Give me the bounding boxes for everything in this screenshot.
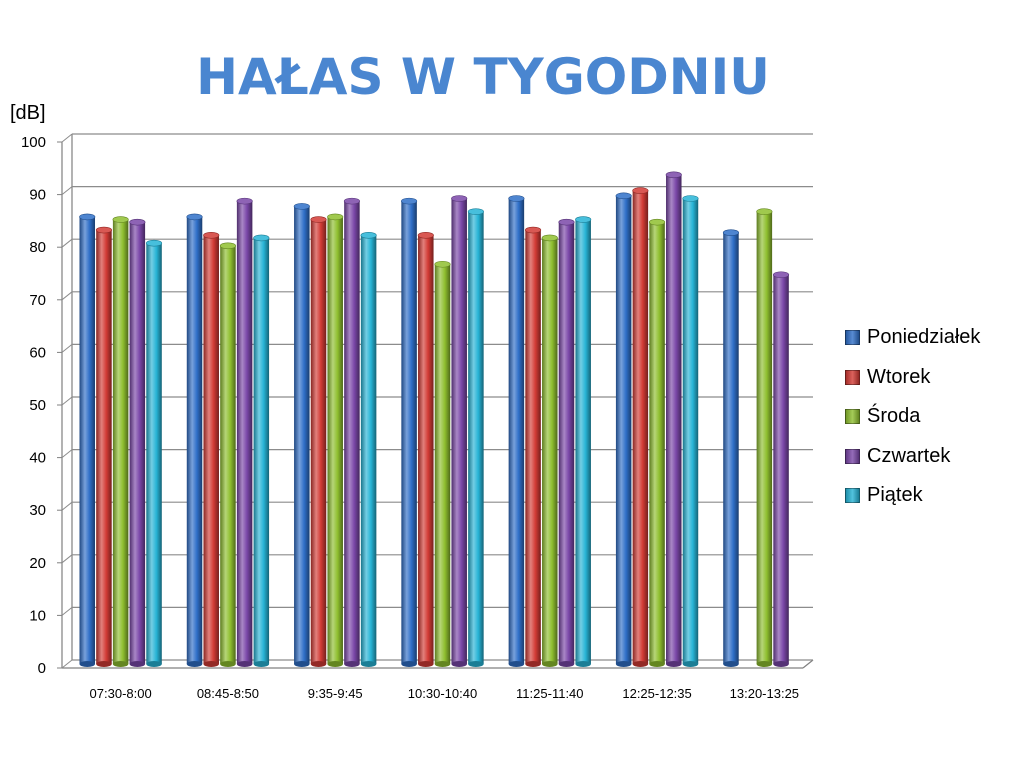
x-tick-label: 12:25-12:35 — [622, 686, 691, 701]
y-tick-label: 70 — [29, 292, 46, 309]
bar — [203, 232, 220, 667]
legend-item: Poniedziałek — [845, 318, 980, 358]
bar — [773, 271, 790, 667]
y-tick-label: 20 — [29, 555, 46, 572]
legend-label: Środa — [867, 405, 921, 428]
bar — [467, 208, 484, 667]
legend-label: Poniedziałek — [867, 326, 981, 349]
bar — [665, 171, 682, 667]
bar — [112, 216, 129, 667]
x-tick-label: 07:30-8:00 — [90, 686, 152, 701]
y-tick-label: 10 — [29, 607, 46, 624]
y-tick-label: 50 — [29, 397, 46, 414]
bar — [236, 197, 253, 667]
legend-swatch — [845, 488, 860, 504]
gridline-depth — [61, 554, 73, 564]
y-axis-unit-label: [dB] — [10, 102, 46, 124]
chart-title: HAŁAS W TYGODNIU — [196, 48, 770, 106]
bar — [129, 218, 146, 667]
gridline-depth — [61, 501, 73, 511]
y-tick-label: 100 — [21, 134, 46, 151]
bar — [79, 213, 96, 667]
y-tick-label: 30 — [29, 502, 46, 519]
x-tick-label: 08:45-8:50 — [197, 686, 259, 701]
bar — [558, 218, 575, 667]
bar — [632, 187, 649, 667]
y-tick-label: 90 — [29, 187, 46, 204]
gridline-depth — [61, 133, 73, 143]
y-tick-label: 60 — [29, 344, 46, 361]
bar — [145, 239, 163, 667]
y-axis-ticks: 0 10 20 30 40 50 60 70 80 90 100 — [21, 134, 62, 677]
legend-label: Wtorek — [867, 365, 931, 388]
bar — [508, 195, 525, 667]
bar — [219, 242, 236, 667]
bar — [253, 234, 270, 667]
x-axis-labels: 07:30-8:00 08:45-8:50 9:35-9:45 10:30-10:40… — [90, 686, 800, 701]
legend-swatch — [845, 409, 860, 425]
legend-label: Piątek — [867, 484, 923, 507]
bar — [401, 197, 418, 667]
legend-label: Czwartek — [867, 444, 951, 467]
bar — [293, 203, 310, 667]
x-tick-label: 9:35-9:45 — [308, 686, 363, 701]
bar — [575, 216, 592, 667]
y-tick-label: 80 — [29, 239, 46, 256]
bar — [360, 232, 377, 667]
legend: Poniedziałek Wtorek Środa Czwartek Piątek — [845, 318, 980, 516]
bar — [310, 216, 327, 667]
bar — [682, 195, 699, 667]
bar — [615, 192, 632, 667]
bar — [541, 234, 558, 667]
bars — [79, 171, 790, 667]
bar — [343, 197, 360, 667]
bar — [722, 229, 740, 667]
bar — [451, 195, 468, 667]
bar — [649, 218, 666, 667]
gridline-depth — [61, 449, 73, 458]
x-tick-label: 13:20-13:25 — [730, 686, 799, 701]
legend-item: Piątek — [845, 476, 980, 516]
bar — [417, 232, 434, 667]
bar — [756, 208, 773, 667]
bar — [186, 213, 203, 667]
legend-swatch — [845, 369, 860, 385]
gridline-depth — [61, 291, 73, 301]
y-tick-label: 0 — [38, 660, 46, 677]
x-tick-label: 11:25-11:40 — [516, 686, 583, 701]
y-tick-label: 40 — [29, 450, 46, 467]
legend-item: Środa — [845, 397, 980, 437]
bar — [95, 226, 112, 667]
gridline-depth — [61, 186, 73, 195]
gridline-depth — [61, 396, 73, 406]
gridline-depth — [61, 607, 73, 616]
legend-item: Czwartek — [845, 437, 980, 477]
legend-swatch — [845, 330, 860, 346]
legend-swatch — [845, 448, 860, 464]
gridline-depth — [61, 659, 73, 669]
bar — [525, 226, 542, 667]
gridline-depth — [61, 344, 73, 353]
bar — [434, 260, 451, 667]
legend-item: Wtorek — [845, 358, 980, 398]
x-tick-label: 10:30-10:40 — [408, 686, 477, 701]
gridline-depth — [61, 238, 73, 248]
bar — [327, 213, 344, 667]
